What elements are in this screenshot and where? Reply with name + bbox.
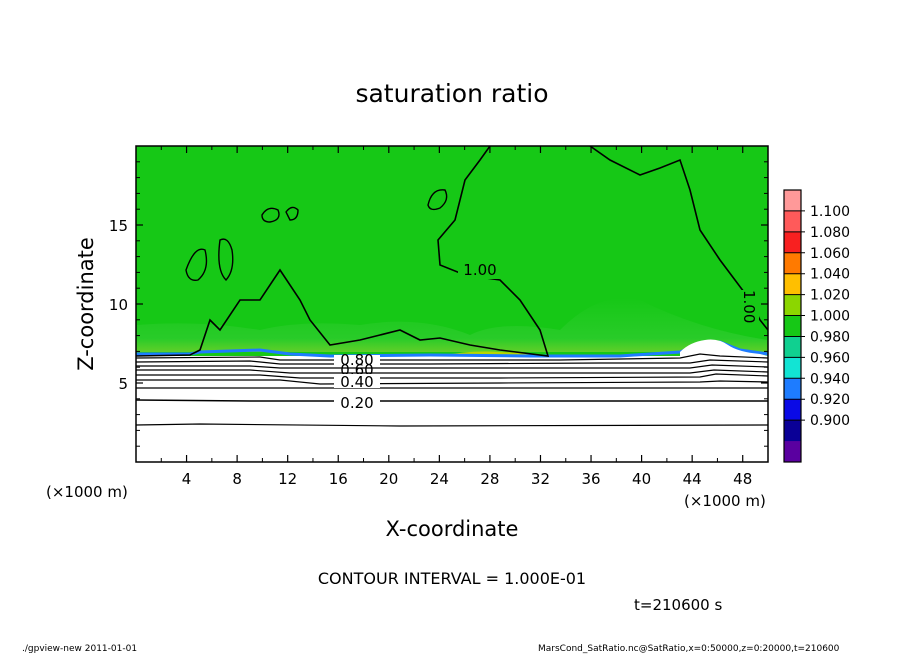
colorbar-swatch — [784, 336, 801, 358]
contour-lines-lower — [136, 353, 768, 427]
contour-label-bg — [741, 290, 759, 330]
x-axis: 4 8 12 16 20 24 28 32 36 40 44 48 — [160, 146, 752, 488]
colorbar-swatch — [784, 315, 801, 337]
x-tick-label: 20 — [379, 470, 398, 488]
time-label: t=210600 s — [634, 596, 722, 614]
contour-0.60 — [136, 369, 768, 374]
colorbar-swatch — [784, 441, 801, 463]
colorbar-label: 0.940 — [810, 371, 850, 387]
colorbar-label: 0.900 — [810, 413, 850, 429]
x-unit-right: (×1000 m) — [684, 492, 766, 510]
colorbar-label: 0.920 — [810, 392, 850, 408]
x-tick-label: 4 — [182, 470, 192, 488]
contour-0.20 — [136, 399, 768, 402]
contour-label-bg — [334, 395, 380, 409]
colorbar-swatch — [784, 420, 801, 442]
x-tick-label: 40 — [632, 470, 651, 488]
colorbar-label: 1.060 — [810, 246, 850, 262]
sat-contour-isle-2 — [427, 189, 448, 211]
colorbar-swatch — [784, 399, 801, 421]
colorbar: 1.100 1.080 1.060 1.040 1.020 1.000 0.980 0.960… — [783, 189, 850, 463]
contour-label: 0.80 — [340, 351, 373, 369]
colorbar-label: 0.980 — [810, 329, 850, 345]
contour-label: 0.40 — [340, 373, 373, 391]
colorbar-label: 1.000 — [810, 309, 850, 325]
x-tick-label: 8 — [232, 470, 242, 488]
x-tick-label: 24 — [430, 470, 449, 488]
plot-area — [136, 146, 768, 462]
contour-label-bg — [334, 374, 380, 388]
colorbar-swatch — [784, 378, 801, 400]
footer-left: ./gpview-new 2011-01-01 — [22, 644, 137, 654]
colorbar-label: 0.960 — [810, 350, 850, 366]
colorbar-label: 1.020 — [810, 288, 850, 304]
colorbar-swatch — [784, 273, 801, 296]
footer-right: MarsCond_SatRatio.nc@SatRatio,x=0:50000,… — [538, 644, 840, 654]
x-tick-label: 16 — [329, 470, 348, 488]
sat-contour-isle-3 — [261, 207, 280, 223]
colorbar-frame — [783, 189, 802, 463]
contour-label: 0.20 — [340, 394, 373, 412]
colorbar-swatch — [784, 357, 801, 379]
colorbar-label: 1.040 — [810, 267, 850, 283]
y-axis: 5 10 15 — [109, 161, 768, 447]
colorbar-swatch — [784, 294, 801, 317]
colorbar-swatch — [784, 190, 801, 212]
contour-label-bg — [458, 261, 502, 279]
y-axis-label: Z-coordinate — [74, 237, 98, 371]
contour-0.10 — [136, 423, 768, 427]
contour-0.50 — [136, 373, 768, 379]
contour-interval: CONTOUR INTERVAL = 1.000E-01 — [318, 569, 586, 588]
x-tick-label: 44 — [683, 470, 702, 488]
x-axis-label: X-coordinate — [386, 517, 519, 541]
contour-labels: 1.00 1.00 0.80 0.60 0.40 0.20 — [334, 261, 759, 412]
cloud-top-white — [680, 339, 768, 362]
sat-contour-isle-4 — [285, 206, 299, 221]
x-tick-label: 32 — [531, 470, 550, 488]
x-tick-label: 28 — [480, 470, 499, 488]
contour-0.70 — [136, 364, 768, 369]
colorbar-swatch — [784, 231, 801, 254]
chart-title: saturation ratio — [355, 79, 548, 108]
sat-contour-isle-5 — [218, 238, 234, 282]
contour-label: 1.00 — [463, 261, 496, 279]
contour-0.40 — [136, 379, 768, 385]
contour-0.90 — [136, 353, 768, 361]
colorbar-label: 1.100 — [810, 204, 850, 220]
colorbar-swatch — [784, 210, 801, 233]
x-tick-label: 48 — [733, 470, 752, 488]
y-tick-label: 5 — [118, 375, 128, 393]
colorbar-label: 1.080 — [810, 225, 850, 241]
contour-label: 1.00 — [740, 290, 758, 323]
near-saturation-band — [136, 298, 768, 352]
sat-contour-main — [136, 146, 550, 357]
y-tick-label: 15 — [109, 217, 128, 235]
contour-label-bg — [334, 355, 380, 365]
x-tick-label: 36 — [581, 470, 600, 488]
x-tick-label: 12 — [278, 470, 297, 488]
y-tick-label: 10 — [109, 296, 128, 314]
x-unit-left: (×1000 m) — [46, 483, 128, 501]
colorbar-swatch — [784, 252, 801, 275]
sat-contour-isle-1 — [185, 248, 208, 281]
contour-0.80 — [136, 359, 768, 365]
